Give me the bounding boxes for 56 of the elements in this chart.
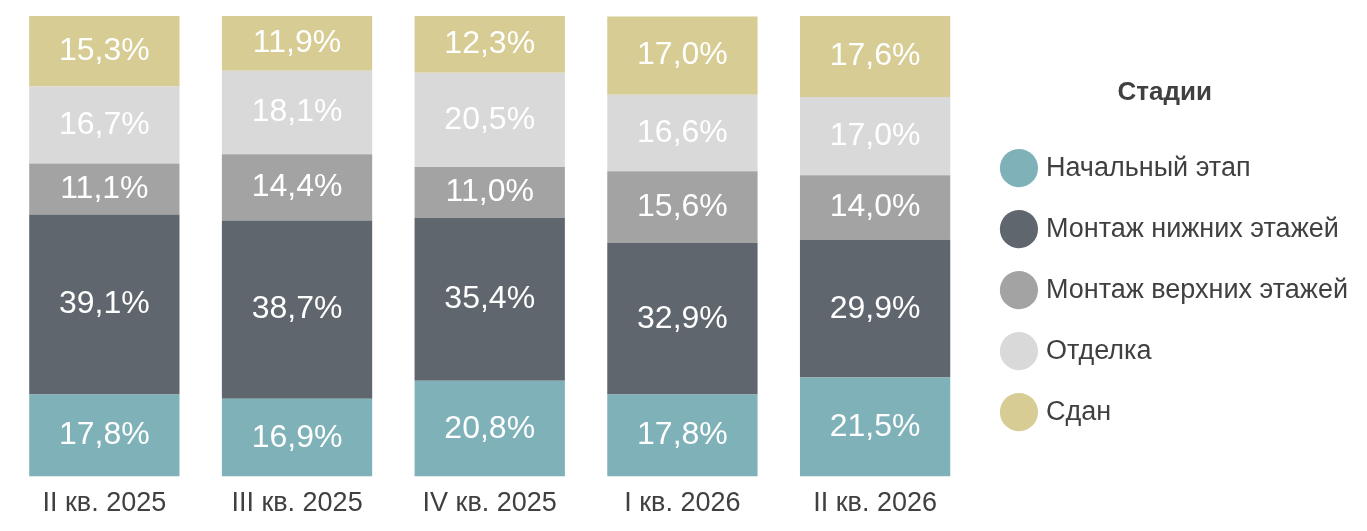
legend-label: Начальный этап — [1045, 151, 1251, 182]
bar — [414, 167, 565, 218]
data-label: 39,1% — [58, 284, 150, 321]
bar — [414, 72, 565, 168]
data-label: 15,6% — [637, 186, 728, 223]
data-label: 16,9% — [251, 417, 343, 454]
data-label: 15,3% — [58, 31, 150, 68]
data-label: 32,9% — [637, 298, 728, 335]
data-label: 35,4% — [444, 279, 536, 316]
bar — [607, 243, 758, 395]
x-tick-label: III кв. 2025 — [231, 487, 363, 518]
bar — [799, 239, 951, 378]
data-label: 11,0% — [445, 172, 534, 209]
data-label: 29,9% — [829, 288, 921, 325]
bar — [799, 175, 951, 240]
bar — [29, 214, 180, 395]
bar — [29, 394, 180, 477]
data-label: 21,5% — [829, 406, 921, 443]
legend-label: Отделка — [1045, 334, 1153, 365]
bar — [221, 154, 373, 221]
data-label: 14,4% — [251, 167, 343, 204]
bar — [607, 171, 758, 244]
data-label: 14,0% — [829, 187, 921, 224]
data-label: 20,8% — [444, 408, 536, 445]
bar — [29, 163, 180, 215]
bar — [607, 16, 758, 95]
data-label: 17,0% — [637, 35, 728, 72]
bar — [799, 16, 951, 98]
bar — [29, 86, 180, 164]
legend-label: Монтаж нижних этажей — [1045, 212, 1339, 243]
bar — [221, 16, 373, 71]
x-tick-label: II кв. 2025 — [42, 487, 167, 518]
bar — [799, 97, 951, 176]
x-tick-label: IV кв. 2025 — [422, 487, 557, 518]
legend-label: Сдан — [1045, 395, 1112, 426]
bar — [221, 220, 373, 399]
legend-label: Монтаж верхних этажей — [1045, 273, 1349, 304]
bar — [414, 16, 565, 73]
data-label: 17,8% — [58, 415, 150, 452]
data-label: 11,9% — [252, 23, 342, 60]
bar — [799, 377, 951, 477]
x-tick-label: II кв. 2026 — [813, 487, 937, 518]
bar — [221, 398, 373, 477]
bar — [607, 94, 758, 172]
bar — [414, 217, 565, 381]
legend-title: Стадии — [1117, 75, 1212, 106]
bar — [221, 70, 373, 155]
data-label: 17,6% — [829, 36, 921, 73]
data-label: 17,8% — [637, 415, 728, 452]
data-label: 12,3% — [444, 24, 536, 61]
bar — [607, 394, 758, 477]
data-label: 11,1% — [60, 168, 149, 205]
bar — [29, 16, 180, 87]
bar — [414, 380, 565, 477]
data-label: 38,7% — [251, 289, 343, 326]
x-tick-label: I кв. 2026 — [624, 487, 741, 518]
